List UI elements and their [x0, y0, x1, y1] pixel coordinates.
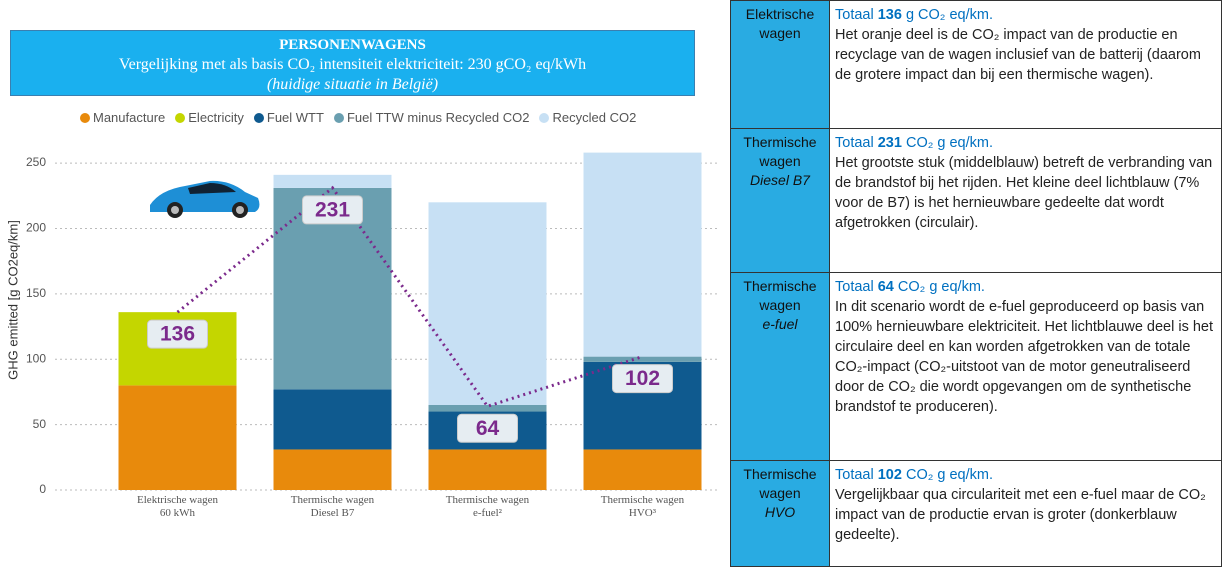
row-label-cell: Thermische wagen e-fuel	[730, 272, 830, 461]
total-label: 136	[160, 323, 195, 346]
total-unit: CO₂ g eq/km.	[905, 467, 993, 483]
x-tick-label: Thermische wagen Diesel B7	[290, 494, 375, 519]
row-total: Totaal 231 CO₂ g eq/km.	[835, 133, 1216, 153]
row-description: Het grootste stuk (middelblauw) betreft …	[835, 155, 1213, 231]
total-prefix: Totaal	[835, 7, 874, 23]
row-total: Totaal 136 g CO₂ eq/km.	[835, 5, 1216, 25]
bar-segment	[428, 202, 547, 405]
total-label: 64	[476, 417, 500, 440]
x-tick-label: Elektrische wagen 60 kWh	[137, 494, 218, 519]
total-line	[176, 185, 643, 409]
table: Elektrische wagen Totaal 136 g CO₂ eq/km.…	[730, 0, 1222, 567]
bar-segment	[428, 449, 547, 490]
row-text-cell: Totaal 231 CO₂ g eq/km. Het grootste stuk…	[829, 128, 1222, 273]
legend-swatch	[253, 112, 264, 123]
header: PERSONENWAGENS Vergelijking met als basi…	[10, 30, 695, 96]
header-subtitle: Vergelijking met als basis CO₂ intensite…	[118, 56, 587, 73]
total-label: 102	[625, 367, 660, 390]
y-tick-label: 100	[26, 351, 46, 365]
row-label: Thermische wagen	[743, 134, 817, 169]
legend-item: Manufacture	[80, 110, 165, 125]
row-variant: e-fuel	[762, 316, 798, 332]
legend: Manufacture Electricity Fuel WTT Fuel TTW m…	[80, 110, 636, 125]
x-tick-label: Thermische wagen HVO³	[600, 494, 685, 519]
y-tick-label: 50	[33, 417, 47, 431]
total-unit: CO₂ g eq/km.	[905, 135, 993, 151]
row-label: Thermische wagen	[743, 278, 817, 313]
row-label-cell: Thermische wagen Diesel B7	[730, 128, 830, 273]
total-value: 231	[877, 135, 902, 151]
bar-segment	[428, 405, 547, 412]
row-description: In dit scenario wordt de e-fuel geproduc…	[835, 299, 1214, 415]
row-label-cell: Thermische wagen HVO	[730, 460, 830, 567]
total-value: 136	[877, 7, 902, 23]
row-label: Elektrische wagen	[745, 6, 815, 41]
legend-item: Fuel WTT	[253, 110, 324, 125]
legend-swatch	[80, 112, 90, 123]
row-description: Het oranje deel is de CO₂ impact van de …	[835, 27, 1201, 83]
total-value: 102	[877, 467, 902, 483]
y-axis-label: GHG emitted [g CO2eq/km]	[5, 220, 20, 380]
legend-label: Electricity	[188, 110, 244, 125]
total-label-box	[457, 413, 518, 443]
header-note: (huidige situatie in België)	[266, 76, 439, 93]
y-tick-label: 250	[26, 155, 46, 169]
legend-label: Manufacture	[93, 110, 166, 125]
row-variant: HVO	[764, 504, 796, 520]
row-text-cell: Totaal 136 g CO₂ eq/km. Het oranje deel i…	[829, 0, 1222, 129]
legend-item: Electricity	[175, 110, 244, 125]
total-label-box	[302, 195, 363, 225]
row-variant: Diesel B7	[750, 172, 810, 188]
legend-item: Recycled CO2	[539, 110, 636, 125]
table-row: Thermische wagen e-fuel Totaal 64 CO₂ g eq…	[730, 272, 1222, 461]
total-prefix: Totaal	[835, 467, 874, 483]
y-tick-label: 0	[39, 482, 46, 496]
bar-segment	[583, 152, 702, 357]
y-tick-label: 150	[26, 286, 46, 300]
bar-segment	[583, 356, 702, 362]
total-unit: CO₂ g eq/km.	[897, 279, 985, 295]
total-label-box	[147, 319, 208, 349]
bar-segment	[583, 449, 702, 490]
total-prefix: Totaal	[835, 135, 874, 151]
row-text-cell: Totaal 64 CO₂ g eq/km. In dit scenario wo…	[829, 272, 1222, 461]
total-value: 64	[877, 279, 894, 295]
car-icon	[150, 180, 260, 218]
row-label-cell: Elektrische wagen	[730, 0, 830, 129]
total-label: 231	[315, 198, 350, 221]
header-title: PERSONENWAGENS	[279, 37, 426, 53]
legend-label: Fuel WTT	[266, 110, 324, 125]
bar-segment	[273, 449, 392, 490]
legend-swatch	[175, 112, 186, 123]
legend-swatch	[539, 112, 550, 123]
row-total: Totaal 102 CO₂ g eq/km.	[835, 465, 1216, 485]
total-unit: g CO₂ eq/km.	[905, 7, 993, 23]
y-tick-label: 200	[26, 221, 46, 235]
row-label: Thermische wagen	[743, 466, 817, 501]
x-tick-label: Thermische wagen e-fuel²	[445, 494, 530, 519]
bar-segment	[273, 174, 392, 188]
bar-segment	[273, 389, 392, 450]
legend-swatch	[333, 112, 344, 123]
legend-label: Recycled CO2	[552, 110, 637, 125]
bar-segment	[118, 385, 237, 490]
total-prefix: Totaal	[835, 279, 874, 295]
total-label-box	[612, 364, 673, 394]
row-description: Vergelijkbaar qua circulariteit met een …	[835, 487, 1206, 543]
table-row: Thermische wagen Diesel B7 Totaal 231 CO₂ …	[730, 128, 1222, 273]
table-row: Elektrische wagen Totaal 136 g CO₂ eq/km.…	[730, 0, 1222, 129]
legend-label: Fuel TTW minus Recycled CO2	[346, 110, 530, 125]
chart: GHG emitted [g CO2eq/km] 0 50 100 150 200 250…	[5, 152, 720, 496]
row-text-cell: Totaal 102 CO₂ g eq/km. Vergelijkbaar qua…	[829, 460, 1222, 567]
table-row: Thermische wagen HVO Totaal 102 CO₂ g eq/k…	[730, 460, 1222, 567]
row-total: Totaal 64 CO₂ g eq/km.	[835, 277, 1216, 297]
legend-item: Fuel TTW minus Recycled CO2	[333, 110, 530, 125]
